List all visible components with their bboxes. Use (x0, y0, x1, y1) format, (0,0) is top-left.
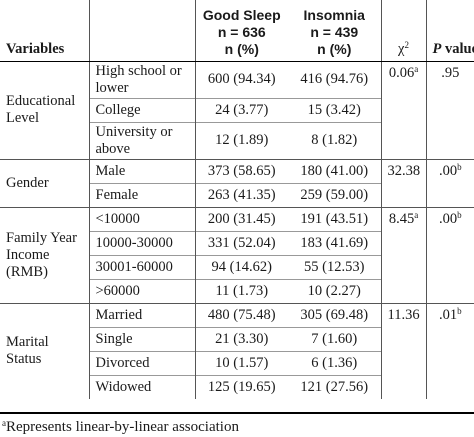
p-value: .00 (438, 162, 458, 179)
p-value-cell: .01b (426, 302, 474, 399)
table-row: 10000-30000 331 (52.04) 183 (41.69) (0, 230, 474, 255)
insomnia-cell: 191 (43.51) (288, 206, 382, 231)
insomnia-title: Insomnia (303, 6, 365, 23)
p-value: .01 (438, 306, 458, 323)
table-row: Divorced 10 (1.57) 6 (1.36) (0, 350, 474, 375)
category-cell: 10000-30000 (89, 230, 196, 255)
category-cell: University or above (89, 121, 196, 159)
insomnia-cell: 183 (41.69) (288, 230, 382, 255)
p-value-cell: .00b (426, 158, 474, 207)
insomnia-cell: 15 (3.42) (288, 97, 382, 122)
col-header-insomnia: Insomnia n = 439 n (%) (288, 0, 382, 62)
good-sleep-cell: 24 (3.77) (195, 97, 288, 122)
chi-square-value: 0.06 (388, 64, 415, 81)
category-cell: Single (89, 326, 196, 351)
table-row: Family Year Income (RMB) <10000 200 (31.45… (0, 206, 474, 303)
category-cell: 30001-60000 (89, 254, 196, 279)
good-sleep-cell: 11 (1.73) (195, 278, 288, 303)
insomnia-cell: 8 (1.82) (288, 121, 382, 159)
table-row: College 24 (3.77) 15 (3.42) (0, 97, 474, 122)
table-row: >60000 11 (1.73) 10 (2.27) (0, 278, 474, 303)
table-row: Educational Level High school or lower 600… (0, 60, 474, 159)
good-sleep-cell: 263 (41.35) (195, 182, 288, 207)
good-sleep-cell: 125 (19.65) (195, 374, 288, 399)
table-row: Female 263 (41.35) 259 (59.00) (0, 182, 474, 207)
good-sleep-unit: n (%) (224, 40, 259, 57)
variable-cell: Marital Status (0, 302, 90, 399)
insomnia-cell: 6 (1.36) (288, 350, 382, 375)
chi-square-note: a (414, 209, 419, 220)
insomnia-cell: 7 (1.60) (288, 326, 382, 351)
p-value-note: b (457, 305, 462, 316)
insomnia-n: n = 439 (310, 23, 359, 40)
category-cell: >60000 (89, 278, 196, 303)
category-cell: Divorced (89, 350, 196, 375)
category-cell: Married (89, 302, 196, 327)
insomnia-cell: 416 (94.76) (288, 60, 382, 98)
insomnia-cell: 259 (59.00) (288, 182, 382, 207)
good-sleep-cell: 480 (75.48) (195, 302, 288, 327)
variable-cell: Family Year Income (RMB) (0, 206, 90, 303)
category-cell: College (89, 97, 196, 122)
variable-cell: Educational Level (0, 60, 90, 159)
chi-square-cell: 0.06a (381, 60, 427, 159)
table-row: Single 21 (3.30) 7 (1.60) (0, 326, 474, 351)
chi-square-note: a (414, 63, 419, 74)
p-value-cell: .00b (426, 206, 474, 303)
chi-square-value: 11.36 (387, 306, 420, 323)
p-value-note: b (457, 209, 462, 220)
footnote-marker: a (2, 418, 6, 428)
p-value-note: b (457, 161, 462, 172)
footnote-divider (0, 412, 474, 414)
insomnia-cell: 305 (69.48) (288, 302, 382, 327)
good-sleep-cell: 12 (1.89) (195, 121, 288, 159)
good-sleep-cell: 373 (58.65) (195, 158, 288, 183)
good-sleep-cell: 331 (52.04) (195, 230, 288, 255)
footnote-text: Represents linear-by-linear association (6, 419, 239, 435)
category-cell: Male (89, 158, 196, 183)
chi-square-cell: 11.36 (381, 302, 427, 399)
category-cell: Widowed (89, 374, 196, 399)
good-sleep-cell: 21 (3.30) (195, 326, 288, 351)
col-header-variables: Variables (0, 0, 90, 62)
good-sleep-cell: 94 (14.62) (195, 254, 288, 279)
results-table: Variables Good Sleep n = 636 n (%) Insom… (0, 0, 474, 399)
table-row: 30001-60000 94 (14.62) 55 (12.53) (0, 254, 474, 279)
col-header-chi-square: χ2 (381, 0, 427, 62)
table-row: University or above 12 (1.89) 8 (1.82) (0, 121, 474, 159)
p-value: .95 (441, 64, 460, 81)
insomnia-cell: 121 (27.56) (288, 374, 382, 399)
col-header-p-value: P value (426, 0, 474, 62)
good-sleep-n: n = 636 (217, 23, 266, 40)
variable-cell: Gender (0, 158, 90, 207)
footnote: aRepresents linear-by-linear association (2, 419, 239, 436)
table-row: Gender Male 373 (58.65) 180 (41.00) 32.38 .00… (0, 158, 474, 207)
col-header-category (89, 0, 196, 62)
category-cell: Female (89, 182, 196, 207)
p-value: .00 (438, 210, 458, 227)
good-sleep-title: Good Sleep (202, 6, 281, 23)
table-row: Widowed 125 (19.65) 121 (27.56) (0, 374, 474, 399)
good-sleep-cell: 600 (94.34) (195, 60, 288, 98)
insomnia-cell: 55 (12.53) (288, 254, 382, 279)
insomnia-unit: n (%) (317, 40, 352, 57)
table-row: Marital Status Married 480 (75.48) 305 (69.… (0, 302, 474, 399)
chi-square-value: 32.38 (387, 162, 421, 179)
insomnia-cell: 10 (2.27) (288, 278, 382, 303)
category-cell: <10000 (89, 206, 196, 231)
header-row: Variables Good Sleep n = 636 n (%) Insom… (0, 0, 474, 62)
chi-square-cell: 32.38 (381, 158, 427, 207)
chi-square-value: 8.45 (388, 210, 415, 227)
good-sleep-cell: 200 (31.45) (195, 206, 288, 231)
chi-square-cell: 8.45a (381, 206, 427, 303)
category-cell: High school or lower (89, 60, 196, 98)
p-value-cell: .95 (426, 60, 474, 159)
good-sleep-cell: 10 (1.57) (195, 350, 288, 375)
insomnia-cell: 180 (41.00) (288, 158, 382, 183)
col-header-good-sleep: Good Sleep n = 636 n (%) (195, 0, 288, 62)
